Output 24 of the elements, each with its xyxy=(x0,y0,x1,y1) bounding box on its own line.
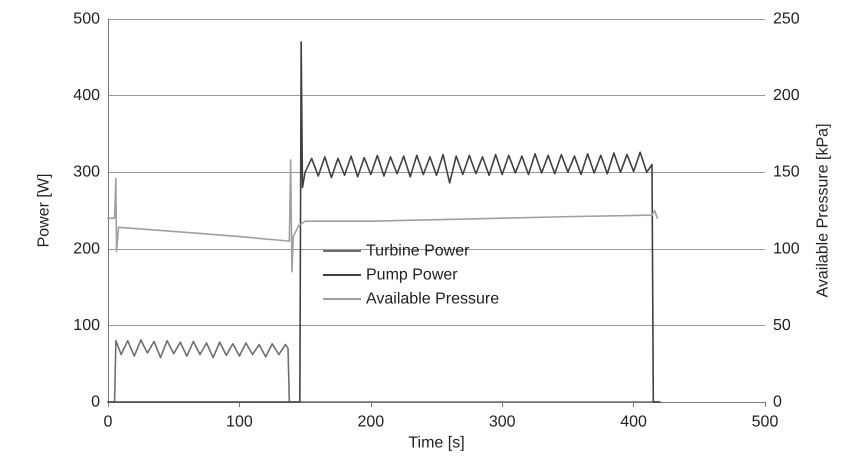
y2-tick-label: 200 xyxy=(773,87,800,104)
x-tick-label: 400 xyxy=(620,414,648,430)
y-tick-label: 200 xyxy=(73,240,100,258)
legend-label: Pump Power xyxy=(366,266,458,284)
y2-tick-label: 150 xyxy=(773,164,800,181)
legend-label: Turbine Power xyxy=(366,242,470,260)
y2-tick-label: 250 xyxy=(773,10,800,28)
y-tick-label: 300 xyxy=(73,164,100,181)
y-axis-title: Power [W] xyxy=(36,174,52,248)
y-tick-label: 400 xyxy=(73,87,100,104)
y2-tick-label: 0 xyxy=(773,394,782,410)
y2-tick-label: 50 xyxy=(773,316,791,334)
y-tick-label: 500 xyxy=(73,10,100,28)
x-axis-title: Time [s] xyxy=(408,434,465,452)
y2-tick-label: 100 xyxy=(773,240,800,258)
x-tick-label: 100 xyxy=(226,414,253,430)
y2-axis-title: Available Pressure [kPa] xyxy=(814,123,832,298)
x-tick-label: 0 xyxy=(104,414,113,430)
y-tick-label: 0 xyxy=(91,394,100,410)
x-tick-label: 200 xyxy=(357,414,384,430)
x-tick-label: 500 xyxy=(752,414,778,430)
y-tick-label: 100 xyxy=(73,316,100,334)
legend-label: Available Pressure xyxy=(366,290,500,308)
x-tick-label: 300 xyxy=(488,414,516,430)
